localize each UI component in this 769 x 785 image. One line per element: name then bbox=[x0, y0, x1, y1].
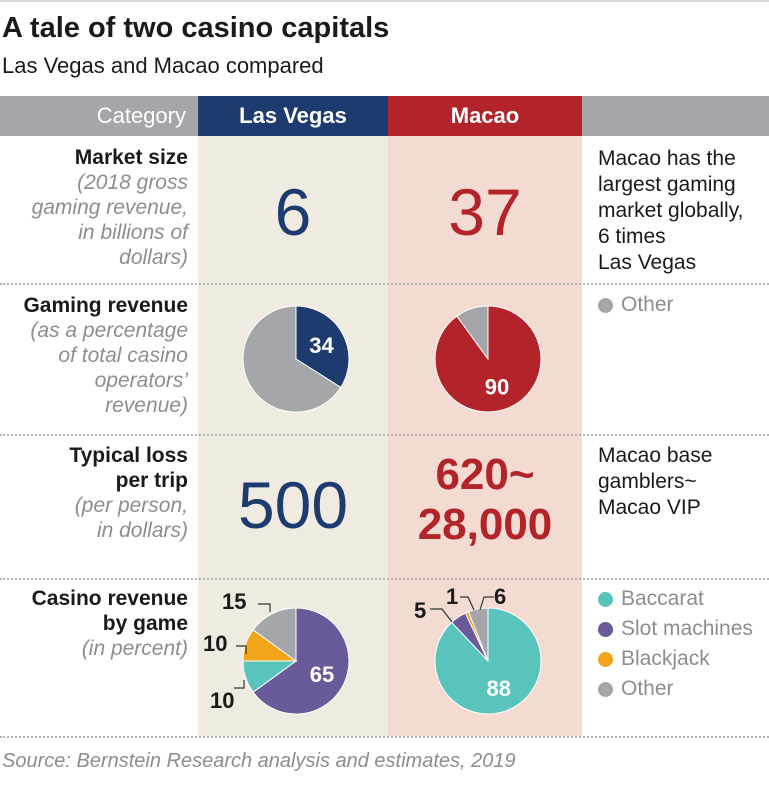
note-line: 6 times bbox=[598, 225, 666, 248]
gaming-revenue-label: Gaming revenue (as a percentage of total… bbox=[0, 293, 188, 418]
source-note: Source: Bernstein Research analysis and … bbox=[2, 750, 516, 772]
header-macao: Macao bbox=[388, 96, 582, 136]
typical-loss-sub-line: in dollars) bbox=[96, 519, 188, 542]
market-size-title: Market size bbox=[74, 146, 188, 169]
lv-other-label: 15 bbox=[222, 589, 247, 614]
legend-label: Baccarat bbox=[621, 587, 704, 610]
note-line: Macao has the bbox=[598, 147, 736, 170]
typical-loss-label: Typical loss per trip (per person, in do… bbox=[0, 443, 188, 543]
mc-blackjack-label: 1 bbox=[446, 584, 459, 609]
macao-market-size: 37 bbox=[448, 175, 522, 249]
note-line: Las Vegas bbox=[598, 251, 697, 274]
legend-label: Other bbox=[621, 677, 674, 700]
casino-revenue-sub-line: (in percent) bbox=[81, 637, 188, 660]
row-divider bbox=[0, 578, 769, 580]
other-swatch-icon bbox=[598, 297, 613, 313]
macao-loss-min: 620~ bbox=[435, 450, 535, 499]
market-size-note: Macao has the largest gaming market glob… bbox=[598, 146, 768, 276]
note-line: market globally, bbox=[598, 199, 744, 222]
row-divider bbox=[0, 283, 769, 285]
typical-loss-title: Typical loss bbox=[69, 444, 188, 467]
legend-label: Other bbox=[621, 293, 674, 316]
casino-revenue-label: Casino revenue by game (in percent) bbox=[0, 586, 188, 661]
las-vegas-market-size: 6 bbox=[274, 175, 312, 249]
baccarat-value-label: 88 bbox=[486, 676, 510, 701]
casino-revenue-title: Casino revenue bbox=[31, 587, 188, 610]
lv-baccarat-label: 10 bbox=[210, 688, 235, 713]
macao-gaming-pie: 90 bbox=[434, 305, 542, 413]
gaming-revenue-sub-line: operators’ bbox=[94, 369, 188, 392]
slot-machines-slice bbox=[252, 607, 350, 715]
gaming-revenue-sub-line: of total casino bbox=[58, 344, 188, 367]
macao-loss-max: 28,000 bbox=[417, 500, 553, 549]
casino-revenue-title: by game bbox=[102, 612, 188, 635]
other-slice bbox=[467, 607, 489, 662]
gaming-revenue-sub-line: (as a percentage bbox=[30, 319, 188, 342]
market-size-sub-line: gaming revenue, bbox=[31, 196, 188, 219]
other-slice bbox=[242, 305, 342, 413]
other-slice bbox=[456, 305, 489, 361]
header-notes bbox=[582, 96, 769, 136]
legend-blackjack: Blackjack bbox=[598, 647, 710, 671]
header-category: Category bbox=[0, 96, 198, 136]
legend-other-game: Other bbox=[598, 677, 674, 701]
las-vegas-gaming-pie: 34 bbox=[242, 305, 350, 413]
other-swatch-icon bbox=[598, 681, 613, 697]
legend-label: Slot machines bbox=[621, 617, 753, 640]
market-size-sub-line: dollars) bbox=[119, 246, 188, 269]
legend-label: Blackjack bbox=[621, 647, 710, 670]
legend-slot-machines: Slot machines bbox=[598, 617, 753, 641]
market-size-sub-line: (2018 gross bbox=[77, 171, 188, 194]
note-line: Macao VIP bbox=[598, 496, 701, 519]
row-divider bbox=[0, 434, 769, 436]
mc-other-label: 6 bbox=[494, 584, 507, 609]
gaming-value-label: 34 bbox=[309, 333, 334, 358]
las-vegas-typical-loss: 500 bbox=[237, 468, 349, 542]
legend-baccarat: Baccarat bbox=[598, 587, 704, 611]
legend-other-gaming: Other bbox=[598, 293, 674, 317]
note-line: gamblers~ bbox=[598, 470, 697, 493]
mc-slot-label: 5 bbox=[414, 598, 427, 623]
market-size-sub-line: in billions of bbox=[78, 221, 188, 244]
gaming-value-label: 90 bbox=[485, 375, 509, 400]
row-divider bbox=[0, 736, 769, 738]
typical-loss-sub-line: (per person, bbox=[74, 494, 188, 517]
gaming-revenue-title: Gaming revenue bbox=[23, 294, 188, 317]
baccarat-swatch-icon bbox=[598, 591, 613, 607]
macao-typical-loss: 620~ 28,000 bbox=[388, 450, 582, 550]
market-size-label: Market size (2018 gross gaming revenue, … bbox=[0, 145, 188, 270]
chart-title: A tale of two casino capitals bbox=[2, 12, 390, 44]
chart-subtitle: Las Vegas and Macao compared bbox=[2, 53, 324, 78]
note-line: Macao base bbox=[598, 444, 713, 467]
typical-loss-note: Macao base gamblers~ Macao VIP bbox=[598, 443, 768, 521]
las-vegas-game-pie: 65 bbox=[242, 607, 350, 715]
top-rule bbox=[0, 0, 769, 2]
other-slice bbox=[252, 607, 297, 662]
blackjack-swatch-icon bbox=[598, 651, 613, 667]
slot-machines-swatch-icon bbox=[598, 621, 613, 637]
slot-machines-value-label: 65 bbox=[310, 662, 334, 687]
gaming-revenue-sub-line: revenue) bbox=[105, 394, 188, 417]
lv-blackjack-label: 10 bbox=[203, 631, 228, 656]
typical-loss-title: per trip bbox=[115, 469, 188, 492]
header-las-vegas: Las Vegas bbox=[198, 96, 388, 136]
macao-game-pie: 88 bbox=[434, 607, 542, 715]
note-line: largest gaming bbox=[598, 173, 736, 196]
